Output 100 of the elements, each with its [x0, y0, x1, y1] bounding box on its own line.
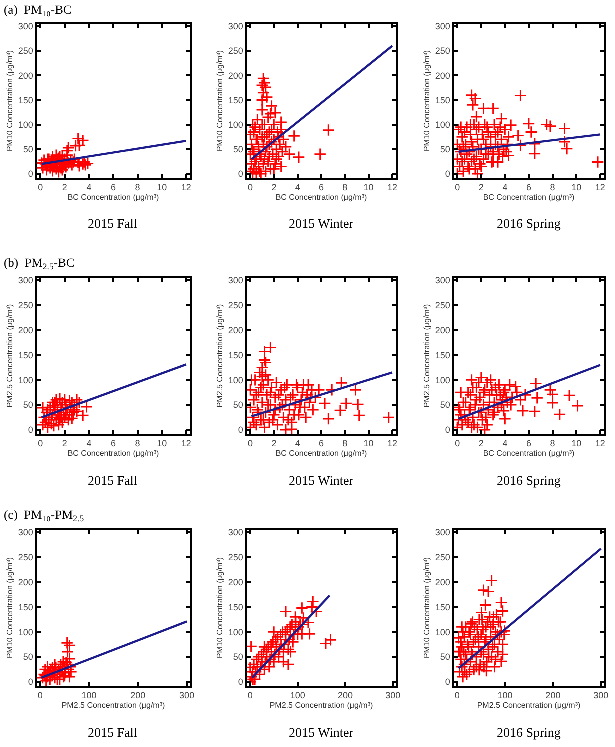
y-tick-label: 0	[445, 425, 450, 436]
x-tick-label: 4	[295, 438, 300, 449]
x-axis-title: BC Concentration (μg/m³)	[483, 193, 575, 202]
x-tick-label: 10	[572, 438, 582, 449]
x-axis-title: BC Concentration (μg/m³)	[276, 193, 368, 202]
x-tick-label: 300	[594, 690, 609, 701]
text: 2015 Winter	[289, 216, 354, 231]
x-axis-title: PM2.5 Concentration (μg/m³)	[62, 701, 166, 710]
x-tick-label: 0	[455, 182, 460, 193]
y-tick-label: 50	[233, 400, 244, 410]
x-tick-label: 6	[318, 438, 324, 449]
x-tick-label: 0	[455, 438, 460, 449]
y-axis-title: PM2.5 Concentration (μg/m³)	[422, 304, 432, 408]
y-tick-label: 150	[228, 602, 244, 612]
y-tick-label: 0	[238, 425, 244, 436]
x-tick-label: 6	[110, 438, 116, 449]
y-tick-label: 150	[18, 602, 34, 612]
y-tick-label: 150	[18, 350, 34, 360]
y-tick-label: 150	[228, 95, 244, 106]
text: 2016 Spring	[497, 216, 562, 231]
x-axis-title: PM2.5 Concentration (μg/m³)	[477, 701, 581, 710]
y-tick-label: 50	[440, 400, 450, 410]
y-axis-title: PM10 Concentration (μg/m³)	[422, 557, 432, 659]
x-tick-label: 10	[572, 182, 582, 193]
x-tick-label: 0	[248, 182, 254, 193]
y-tick-label: 0	[445, 169, 450, 180]
y-tick-label: 250	[435, 300, 450, 311]
x-tick-label: 8	[550, 438, 556, 449]
x-tick-label: 0	[38, 690, 43, 701]
y-tick-label: 50	[233, 652, 244, 662]
x-tick-label: 6	[526, 438, 532, 449]
text: 2015 Winter	[289, 473, 354, 488]
y-tick-label: 200	[18, 70, 34, 81]
y-tick-label: 300	[228, 276, 244, 286]
text: (b) PM$_{2.5}$-BC	[4, 256, 75, 272]
x-tick-label: 2	[272, 182, 277, 193]
y-tick-label: 100	[435, 627, 450, 638]
x-tick-label: 300	[386, 690, 401, 701]
x-tick-label: 0	[248, 690, 253, 701]
y-tick-label: 50	[233, 144, 244, 155]
y-tick-label: 200	[228, 70, 244, 81]
x-tick-label: 0	[38, 438, 44, 449]
y-tick-label: 100	[18, 375, 34, 386]
y-tick-label: 50	[440, 144, 450, 155]
x-tick-label: 100	[82, 690, 97, 701]
x-tick-label: 4	[502, 438, 508, 449]
y-tick-label: 250	[435, 552, 450, 563]
y-axis-title: PM10 Concentration (μg/m³)	[6, 50, 15, 152]
y-tick-label: 250	[18, 300, 34, 311]
x-tick-label: 8	[342, 438, 348, 449]
x-tick-label: 4	[86, 182, 92, 193]
y-tick-label: 200	[228, 325, 244, 336]
x-tick-label: 0	[38, 182, 44, 193]
y-tick-label: 100	[228, 120, 244, 130]
x-tick-label: 300	[180, 690, 195, 701]
x-tick-label: 2	[62, 182, 68, 193]
x-tick-label: 2	[478, 438, 484, 449]
y-tick-label: 300	[228, 528, 244, 538]
x-tick-label: 2	[272, 438, 277, 449]
text: (c) PM₁₀-PM$_{2.5}$	[4, 508, 85, 524]
y-tick-label: 300	[435, 22, 450, 32]
x-tick-label: 12	[595, 182, 606, 193]
y-tick-label: 0	[445, 677, 450, 688]
text: (a) PM₁₀-BC	[4, 3, 72, 17]
x-tick-label: 10	[157, 438, 168, 449]
y-tick-label: 250	[228, 300, 244, 311]
x-tick-label: 100	[498, 690, 513, 701]
x-tick-label: 12	[387, 438, 398, 449]
y-tick-label: 200	[18, 577, 34, 588]
x-tick-label: 8	[135, 438, 140, 449]
y-tick-label: 0	[238, 169, 244, 180]
x-tick-label: 200	[338, 690, 354, 701]
y-tick-label: 300	[18, 528, 34, 538]
y-tick-label: 150	[435, 350, 450, 360]
x-axis-title: BC Concentration (μg/m³)	[68, 193, 160, 202]
y-tick-label: 50	[23, 652, 34, 662]
x-tick-label: 4	[295, 182, 300, 193]
x-tick-label: 8	[550, 182, 556, 193]
text: 2015 Fall	[88, 216, 138, 231]
x-tick-label: 10	[157, 182, 168, 193]
y-tick-label: 0	[28, 425, 34, 436]
y-tick-label: 150	[18, 95, 34, 106]
y-tick-label: 300	[18, 22, 34, 32]
x-axis-title: BC Concentration (μg/m³)	[483, 449, 575, 458]
x-tick-label: 6	[526, 182, 532, 193]
x-tick-label: 200	[546, 690, 561, 701]
text: 2016 Spring	[497, 725, 562, 740]
y-tick-label: 300	[18, 276, 34, 286]
y-tick-label: 100	[435, 375, 450, 386]
x-tick-label: 4	[86, 438, 92, 449]
text: 2015 Winter	[289, 725, 354, 740]
y-tick-label: 200	[18, 325, 34, 336]
y-axis-title: PM2.5 Concentration (μg/m³)	[6, 304, 15, 408]
x-tick-label: 6	[318, 182, 324, 193]
y-tick-label: 0	[28, 169, 34, 180]
x-tick-label: 12	[387, 182, 398, 193]
y-tick-label: 200	[228, 577, 244, 588]
x-tick-label: 100	[290, 690, 306, 701]
y-tick-label: 300	[435, 276, 450, 286]
x-tick-label: 4	[502, 182, 508, 193]
